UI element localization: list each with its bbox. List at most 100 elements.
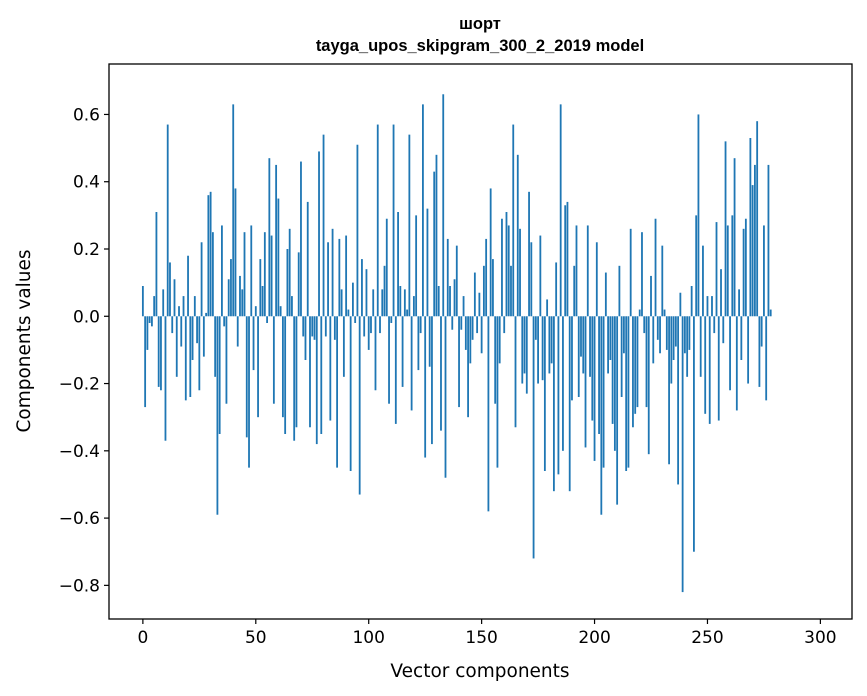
bar bbox=[699, 316, 702, 377]
bar bbox=[148, 316, 151, 323]
bar bbox=[765, 316, 768, 401]
bar bbox=[327, 242, 329, 317]
bar bbox=[367, 316, 370, 350]
bar bbox=[388, 316, 390, 404]
bar bbox=[693, 316, 695, 552]
bar bbox=[311, 316, 314, 337]
bar bbox=[634, 316, 637, 414]
bar bbox=[365, 269, 368, 317]
bar bbox=[394, 316, 397, 424]
bar bbox=[582, 316, 585, 374]
bar bbox=[460, 316, 463, 330]
bar bbox=[650, 275, 652, 317]
bar bbox=[331, 228, 334, 317]
bar bbox=[241, 289, 244, 317]
bar bbox=[733, 158, 736, 317]
bar bbox=[211, 232, 214, 317]
bar bbox=[767, 164, 770, 317]
bar bbox=[620, 316, 623, 397]
bar bbox=[686, 316, 689, 377]
bar bbox=[252, 316, 255, 371]
bar bbox=[609, 316, 612, 360]
bar bbox=[489, 188, 492, 317]
bar bbox=[347, 309, 350, 317]
bar bbox=[629, 228, 632, 317]
bar bbox=[345, 235, 348, 317]
bar bbox=[397, 212, 399, 317]
bar bbox=[442, 94, 445, 317]
bar bbox=[223, 316, 226, 327]
y-tick-label: 0.2 bbox=[73, 240, 100, 260]
bar bbox=[225, 316, 228, 404]
bar-series bbox=[141, 94, 772, 593]
bar bbox=[254, 306, 257, 317]
bar bbox=[385, 218, 388, 317]
bar bbox=[218, 316, 221, 434]
bar bbox=[498, 316, 501, 364]
x-tick-label: 200 bbox=[578, 628, 610, 648]
bar bbox=[656, 316, 659, 340]
bar bbox=[270, 235, 273, 317]
bar bbox=[451, 316, 454, 330]
bar bbox=[480, 316, 483, 354]
bar bbox=[146, 316, 149, 350]
bar bbox=[435, 154, 438, 317]
bar bbox=[293, 316, 296, 441]
bar bbox=[659, 316, 661, 354]
bar bbox=[431, 316, 433, 445]
bar bbox=[189, 316, 192, 397]
bar bbox=[514, 316, 517, 428]
bar bbox=[453, 279, 456, 317]
bar bbox=[543, 316, 546, 471]
bar bbox=[747, 316, 750, 384]
bar bbox=[175, 316, 178, 377]
bar bbox=[358, 316, 361, 495]
bar bbox=[753, 164, 756, 317]
bar bbox=[469, 316, 472, 364]
bar bbox=[654, 218, 657, 317]
bar bbox=[604, 272, 607, 317]
bar bbox=[473, 272, 476, 317]
bar bbox=[155, 212, 158, 317]
bar bbox=[141, 286, 144, 317]
bar bbox=[638, 309, 641, 317]
bar bbox=[534, 316, 537, 340]
bar bbox=[532, 316, 535, 559]
bar bbox=[566, 201, 569, 317]
bar bbox=[221, 225, 223, 317]
bar bbox=[295, 316, 298, 428]
bar bbox=[196, 316, 198, 344]
bar bbox=[702, 245, 704, 317]
bar bbox=[381, 289, 384, 317]
bar bbox=[663, 309, 666, 317]
bar bbox=[372, 289, 375, 317]
bar bbox=[616, 316, 619, 505]
bar bbox=[482, 265, 485, 317]
bar bbox=[304, 316, 307, 360]
bar bbox=[214, 316, 217, 377]
x-tick-label: 0 bbox=[137, 628, 148, 648]
bar bbox=[674, 316, 677, 347]
bar bbox=[677, 316, 680, 485]
bar bbox=[234, 188, 237, 317]
bar bbox=[302, 316, 305, 337]
bar bbox=[661, 245, 664, 317]
bar bbox=[695, 215, 698, 317]
bar bbox=[306, 201, 309, 317]
bar bbox=[523, 316, 526, 374]
bar bbox=[758, 316, 761, 387]
bar bbox=[541, 316, 544, 381]
bar bbox=[492, 259, 494, 317]
bar bbox=[379, 316, 381, 334]
bar bbox=[200, 242, 203, 317]
bar bbox=[720, 269, 722, 317]
bar bbox=[643, 316, 646, 334]
bar bbox=[239, 275, 241, 317]
bar bbox=[458, 316, 460, 408]
bar bbox=[419, 316, 422, 334]
bar bbox=[494, 316, 497, 404]
bar bbox=[627, 316, 630, 468]
bar bbox=[449, 286, 451, 317]
bar bbox=[548, 316, 551, 374]
bar bbox=[559, 104, 562, 317]
